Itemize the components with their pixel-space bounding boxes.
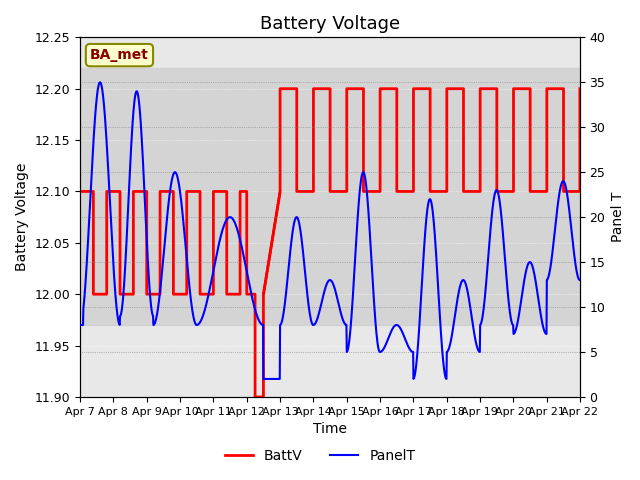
Y-axis label: Panel T: Panel T: [611, 192, 625, 242]
Y-axis label: Battery Voltage: Battery Voltage: [15, 163, 29, 271]
Bar: [80, 68, 580, 325]
Text: BA_met: BA_met: [90, 48, 149, 62]
X-axis label: Time: Time: [313, 422, 347, 436]
Legend: BattV, PanelT: BattV, PanelT: [220, 443, 420, 468]
Title: Battery Voltage: Battery Voltage: [260, 15, 400, 33]
